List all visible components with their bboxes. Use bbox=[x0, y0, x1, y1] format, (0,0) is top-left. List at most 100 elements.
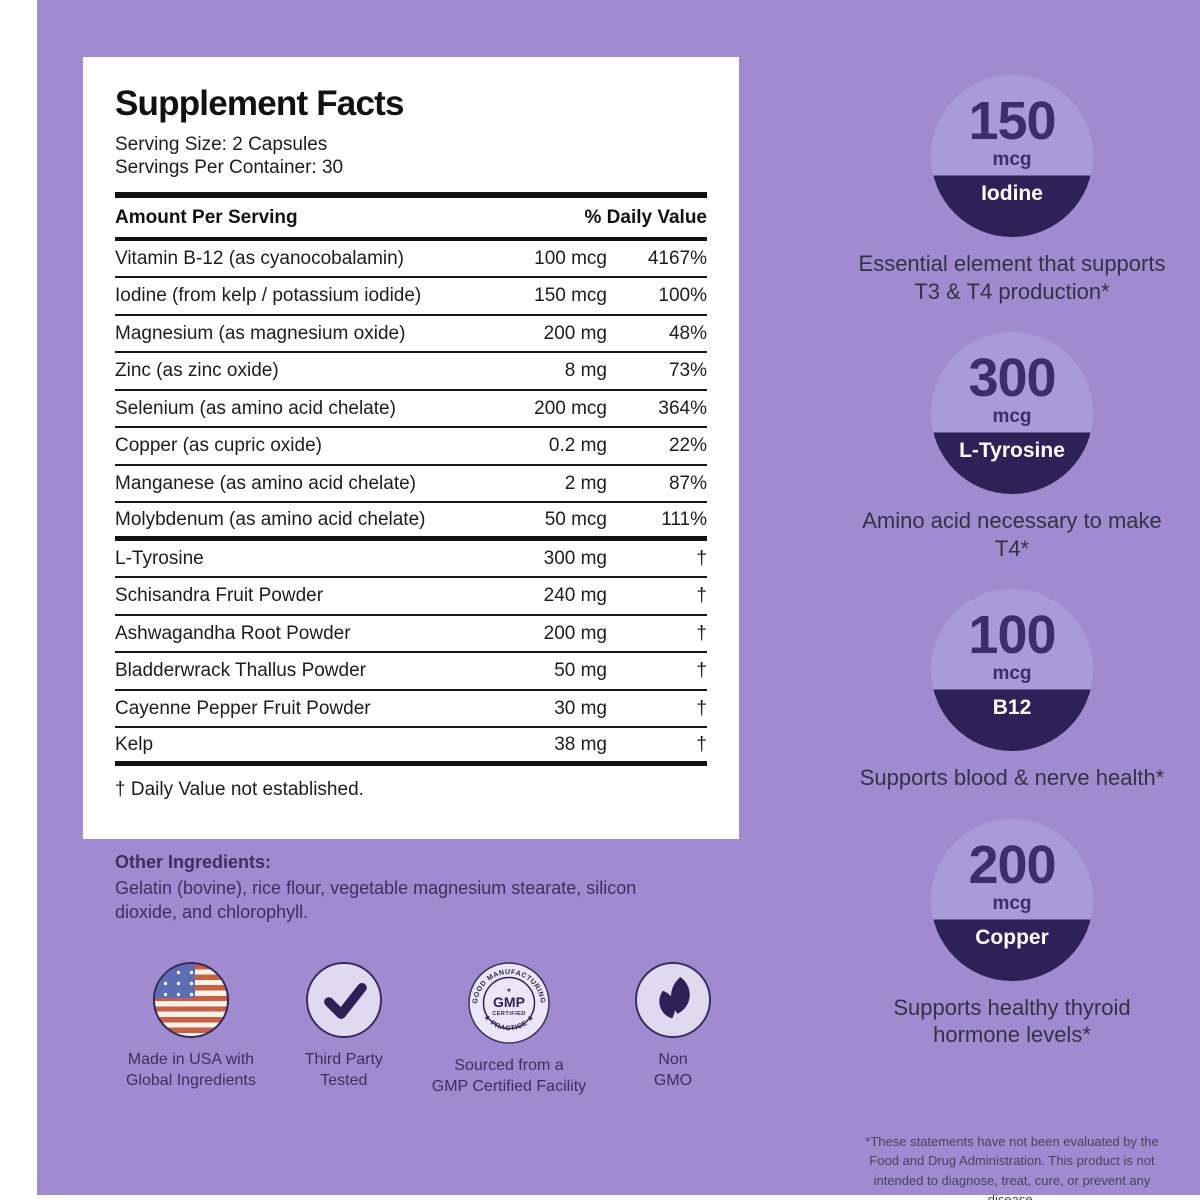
nutrient-dv: 22% bbox=[668, 435, 707, 457]
highlight-nutrient: B12 bbox=[992, 696, 1032, 719]
table-row: Bladderwrack Thallus Powder 50 mg † bbox=[115, 653, 707, 691]
highlight-description: Essential element that supports T3 & T4 … bbox=[858, 251, 1166, 304]
nutrient-dv: 364% bbox=[658, 397, 707, 419]
nutrient-dv: † bbox=[696, 622, 707, 644]
flag-canton bbox=[154, 964, 196, 998]
nutrient-amount: 8 mg bbox=[564, 360, 607, 382]
badge-label: Third Party Tested bbox=[304, 1051, 383, 1089]
highlight-value: 300 bbox=[968, 348, 1056, 408]
nutrient-name: Copper (as cupric oxide) bbox=[115, 435, 322, 457]
nutrient-amount: 30 mg bbox=[554, 697, 607, 719]
highlight-nutrient: Iodine bbox=[981, 182, 1043, 205]
gmp-certified-text: CERTIFIED bbox=[492, 1011, 526, 1017]
other-ingredients-section: Other Ingredients: Gelatin (bovine), ric… bbox=[115, 852, 695, 925]
table-row: Zinc (as zinc oxide) 8 mg 73% bbox=[115, 353, 707, 391]
copper-circle-badge: 200 mcg Copper bbox=[931, 818, 1093, 981]
l-tyrosine-circle-badge: 300 mcg L-Tyrosine bbox=[931, 332, 1093, 494]
nutrient-name: L-Tyrosine bbox=[115, 547, 204, 569]
nutrient-name: Cayenne Pepper Fruit Powder bbox=[115, 697, 371, 719]
nutrient-amount: 50 mcg bbox=[544, 508, 607, 530]
highlight-nutrient: Copper bbox=[975, 925, 1049, 949]
usa-flag-icon bbox=[152, 962, 229, 1038]
daily-value-footnote: † Daily Value not established. bbox=[115, 778, 364, 800]
nutrient-amount: 200 mcg bbox=[534, 397, 607, 419]
badge-label: Made in USA with Global Ingredients bbox=[126, 1051, 256, 1089]
table-row: Molybdenum (as amino acid chelate) 50 mc… bbox=[115, 503, 707, 541]
nutrient-amount: 50 mg bbox=[554, 660, 607, 682]
column-daily-value: % Daily Value bbox=[584, 206, 707, 228]
badge-label: Sourced from a GMP Certified Facility bbox=[431, 1057, 587, 1095]
nutrient-dv: 48% bbox=[668, 322, 707, 344]
b12-circle-badge: 100 mcg B12 bbox=[930, 589, 1093, 751]
nutrient-amount: 240 mg bbox=[543, 585, 607, 607]
gmp-star: ★ bbox=[506, 987, 511, 994]
other-ingredients-label: Other Ingredients: bbox=[115, 852, 272, 872]
highlight-unit: mcg bbox=[992, 406, 1032, 427]
nutrient-name: Selenium (as amino acid chelate) bbox=[115, 397, 396, 419]
checkmark-icon bbox=[305, 962, 382, 1038]
column-amount-per-serving: Amount Per Serving bbox=[115, 206, 298, 228]
badge-label: Non GMO bbox=[653, 1051, 693, 1089]
badge-non-gmo: Non GMO bbox=[635, 962, 711, 1092]
gmp-seal-icon: GOOD MANUFACTURING ★ PRACTICE ★ ★ GMP CE… bbox=[468, 962, 550, 1044]
nutrient-dv: 4167% bbox=[647, 247, 707, 269]
table-row: L-Tyrosine 300 mg † bbox=[115, 541, 707, 579]
nutrient-dv: † bbox=[696, 660, 707, 682]
table-row: Kelp 38 mg † bbox=[115, 728, 707, 766]
table-row: Iodine (from kelp / potassium iodide) 15… bbox=[115, 278, 707, 316]
badge-third-party-tested: Third Party Tested bbox=[305, 962, 383, 1092]
nutrient-name: Vitamin B-12 (as cyanocobalamin) bbox=[115, 247, 405, 269]
nutrient-dv: † bbox=[696, 733, 707, 755]
badge-made-in-usa: Made in USA with Global Ingredients bbox=[126, 962, 256, 1092]
serving-size: Serving Size: 2 Capsules bbox=[115, 133, 328, 155]
table-header: Amount Per Serving % Daily Value bbox=[115, 198, 707, 237]
nutrient-name: Molybdenum (as amino acid chelate) bbox=[115, 508, 426, 530]
serving-info: Serving Size: 2 Capsules Servings Per Co… bbox=[115, 133, 707, 179]
nutrient-amount: 100 mcg bbox=[534, 247, 607, 269]
nutrient-dv: 111% bbox=[661, 508, 707, 530]
leaf-icon bbox=[635, 962, 711, 1038]
table-row: Selenium (as amino acid chelate) 200 mcg… bbox=[115, 391, 707, 429]
nutrient-dv: 100% bbox=[658, 285, 707, 307]
table-row: Ashwagandha Root Powder 200 mg † bbox=[115, 616, 707, 654]
gmp-center-text: GMP bbox=[493, 994, 525, 1010]
nutrient-amount: 300 mg bbox=[543, 547, 607, 569]
nutrient-dv: 73% bbox=[668, 360, 707, 382]
nutrient-amount: 38 mg bbox=[554, 733, 607, 755]
trust-badges-row: Made in USA with Global Ingredients Thir… bbox=[126, 962, 711, 1098]
highlight-value: 200 bbox=[968, 834, 1056, 895]
nutrient-amount: 200 mg bbox=[543, 622, 607, 644]
divider-medium bbox=[115, 236, 707, 241]
nutrient-name: Manganese (as amino acid chelate) bbox=[115, 472, 417, 494]
divider-thick bbox=[115, 191, 707, 198]
nutrient-amount: 150 mcg bbox=[534, 285, 607, 307]
nutrient-amount: 200 mg bbox=[543, 322, 607, 344]
nutrient-name: Ashwagandha Root Powder bbox=[115, 622, 351, 644]
nutrient-dv: † bbox=[696, 547, 707, 569]
highlight-copper: 200 mcg Copper Supports healthy thyroid … bbox=[856, 818, 1168, 1049]
highlight-b12: 100 mcg B12 Supports blood & nerve healt… bbox=[860, 589, 1164, 792]
highlight-value: 100 bbox=[968, 605, 1056, 665]
nutrient-name: Zinc (as zinc oxide) bbox=[115, 360, 279, 382]
table-row: Magnesium (as magnesium oxide) 200 mg 48… bbox=[115, 316, 707, 354]
nutrient-name: Schisandra Fruit Powder bbox=[115, 585, 324, 607]
nutrient-dv: † bbox=[696, 697, 707, 719]
nutrient-highlights-column: 150 mcg Iodine Essential element that su… bbox=[852, 75, 1172, 1200]
highlight-unit: mcg bbox=[992, 149, 1032, 170]
nutrient-name: Bladderwrack Thallus Powder bbox=[115, 660, 366, 682]
iodine-circle-badge: 150 mcg Iodine bbox=[931, 75, 1093, 237]
table-row: Vitamin B-12 (as cyanocobalamin) 100 mcg… bbox=[115, 241, 707, 279]
highlight-iodine: 150 mcg Iodine Essential element that su… bbox=[856, 75, 1168, 305]
table-row: Copper (as cupric oxide) 0.2 mg 22% bbox=[115, 428, 707, 466]
highlight-description: Supports healthy thyroid hormone levels* bbox=[893, 994, 1131, 1048]
supplement-facts-card: Supplement Facts Serving Size: 2 Capsule… bbox=[83, 57, 739, 839]
table-row: Manganese (as amino acid chelate) 2 mg 8… bbox=[115, 466, 707, 504]
highlight-nutrient: L-Tyrosine bbox=[959, 439, 1065, 462]
table-row: Schisandra Fruit Powder 240 mg † bbox=[115, 578, 707, 616]
highlight-l-tyrosine: 300 mcg L-Tyrosine Amino acid necessary … bbox=[856, 332, 1168, 562]
other-ingredients-text: Gelatin (bovine), rice flour, vegetable … bbox=[115, 878, 637, 923]
badge-gmp-certified: GOOD MANUFACTURING ★ PRACTICE ★ ★ GMP CE… bbox=[432, 962, 586, 1098]
highlight-description: Amino acid necessary to make T4* bbox=[862, 508, 1162, 561]
nutrient-name: Iodine (from kelp / potassium iodide) bbox=[115, 285, 422, 307]
